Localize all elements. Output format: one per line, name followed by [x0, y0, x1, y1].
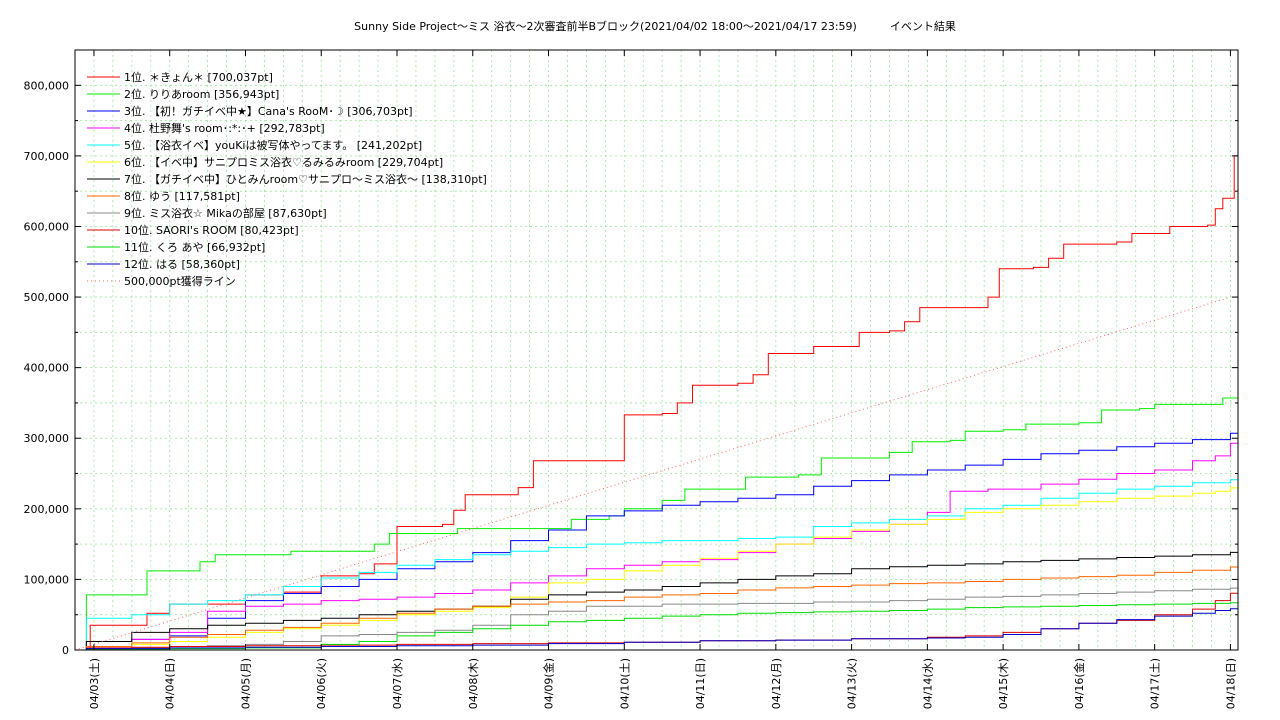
series-line-3: [75, 432, 1239, 651]
series-line-11: [75, 602, 1238, 651]
x-tick-label: 04/08(木): [467, 658, 480, 709]
x-tick-label: 04/17(土): [1149, 658, 1162, 709]
y-tick-label: 500,000: [24, 291, 70, 304]
series-line-10: [75, 592, 1238, 651]
series-line-1: [75, 155, 1238, 651]
legend-label: 10位. SAORI's ROOM [80,423pt]: [124, 223, 299, 237]
series-layer: [74, 155, 1239, 651]
legend: 1位. ＊きょん＊ [700,037pt] 2位. りりあroom [356,94…: [87, 70, 487, 288]
chart-title: Sunny Side Project～ミス 浴衣～2次審査前半Bブロック(202…: [354, 19, 956, 33]
x-tick-label: 04/13(火): [846, 658, 859, 709]
legend-label: 12位. はる [58,360pt]: [124, 257, 240, 271]
series-line-6: [75, 487, 1238, 651]
series-line-8: [75, 566, 1238, 651]
series-line-4: [75, 442, 1239, 651]
legend-label: 9位. ミス浴衣☆ Mikaの部屋 [87,630pt]: [124, 206, 327, 220]
legend-label: 500,000pt獲得ライン: [124, 275, 236, 288]
x-tick-label: 04/07(水): [391, 658, 404, 709]
x-tick-label: 04/15(木): [997, 658, 1010, 709]
series-line-2: [75, 397, 1238, 651]
x-tick-label: 04/14(水): [921, 658, 934, 709]
legend-label: 7位. 【ガチイベ中】ひとみんroom♡サニプロ〜ミス浴衣〜 [138,310p…: [124, 172, 487, 186]
x-tick-label: 04/16(金): [1072, 658, 1086, 709]
series-line-7: [75, 551, 1238, 651]
y-axis: 0 100,000 200,000 300,000 400,000 500,000 600,…: [24, 79, 1238, 657]
y-tick-label: 200,000: [24, 503, 70, 516]
y-tick-label: 600,000: [24, 220, 70, 233]
series-line-12: [75, 608, 1238, 651]
y-tick-label: 400,000: [24, 362, 70, 375]
legend-label: 8位. ゆう [117,581pt]: [124, 189, 240, 203]
legend-label: 2位. りりあroom [356,943pt]: [124, 87, 279, 101]
x-tick-label: 04/06(火): [315, 658, 328, 709]
x-tick-label: 04/03(土): [88, 658, 101, 709]
series-line-5: [75, 479, 1238, 651]
legend-label: 4位. 杜野舞's room･:*:･+ [292,783pt]: [124, 121, 325, 135]
grid-layer: [74, 50, 1238, 651]
legend-label: 6位. 【イベ中】サニプロミス浴衣♡るみるみroom [229,704pt]: [124, 155, 443, 169]
x-tick-label: 04/10(土): [618, 658, 631, 709]
x-tick-label: 04/05(月): [239, 658, 252, 709]
x-tick-label: 04/09(金): [542, 658, 556, 709]
legend-label: 1位. ＊きょん＊ [700,037pt]: [124, 70, 273, 84]
series-line-13: [74, 296, 1231, 651]
legend-label: 5位. 【浴衣イベ】youKiは被写体やってます。 [241,202pt]: [124, 138, 422, 152]
y-tick-label: 100,000: [24, 573, 70, 586]
x-tick-label: 04/11(日): [694, 658, 707, 709]
legend-label: 3位. 【初！ガチイベ中★】Cana's RooM･☽ [306,703pt]: [124, 104, 413, 118]
x-tick-label: 04/12(月): [770, 658, 783, 709]
x-tick-label: 04/04(日): [164, 658, 177, 709]
legend-label: 11位. くろ あや [66,932pt]: [124, 240, 265, 254]
y-tick-label: 800,000: [24, 79, 70, 92]
x-axis: 04/03(土) 04/04(日) 04/05(月) 04/06(火) 04/07(水)…: [88, 50, 1237, 709]
plot-frame: [74, 49, 1239, 651]
y-tick-label: 300,000: [24, 432, 70, 445]
x-tick-label: 04/18(日): [1224, 658, 1237, 709]
y-tick-label: 0: [62, 644, 69, 657]
y-tick-label: 700,000: [24, 150, 70, 163]
